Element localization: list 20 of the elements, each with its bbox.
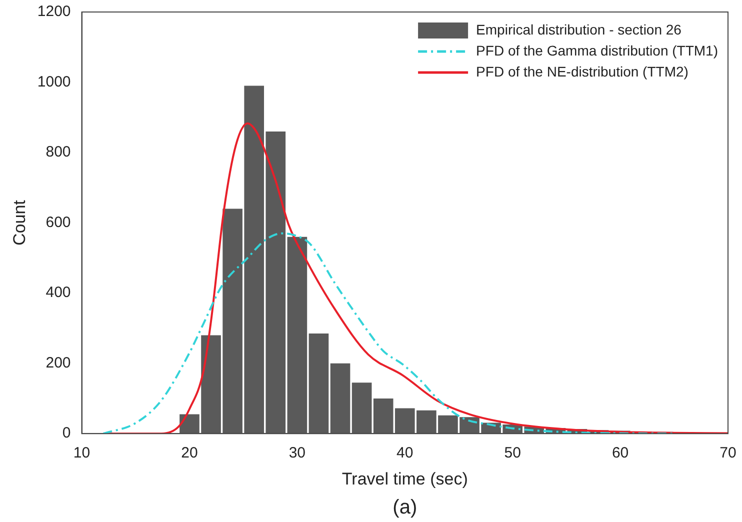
x-tick-label: 60 <box>612 444 629 462</box>
y-tick-label: 600 <box>46 214 71 231</box>
legend-label: PFD of the NE-distribution (TTM2) <box>476 63 688 80</box>
x-axis-title: Travel time (sec) <box>342 469 468 488</box>
y-tick-label: 1000 <box>37 73 71 90</box>
legend-label: PFD of the Gamma distribution (TTM1) <box>476 42 718 58</box>
y-tick-label: 400 <box>46 284 71 302</box>
y-axis-title: Count <box>10 200 29 246</box>
x-tick-label: 30 <box>288 444 306 462</box>
x-tick-label: 40 <box>396 444 414 462</box>
x-tick-label: 10 <box>73 444 90 462</box>
y-tick-label: 800 <box>46 144 71 161</box>
text: (a) <box>392 496 418 519</box>
x-tick-label: 50 <box>504 444 521 462</box>
y-tick-label: 1200 <box>37 3 71 20</box>
y-tick-label: 0 <box>62 424 71 442</box>
x-tick-label: 70 <box>720 444 736 462</box>
y-tick-label: 200 <box>46 354 71 372</box>
x-tick-label: 20 <box>181 444 198 462</box>
legend-label: Empirical distribution - section 26 <box>476 21 682 38</box>
